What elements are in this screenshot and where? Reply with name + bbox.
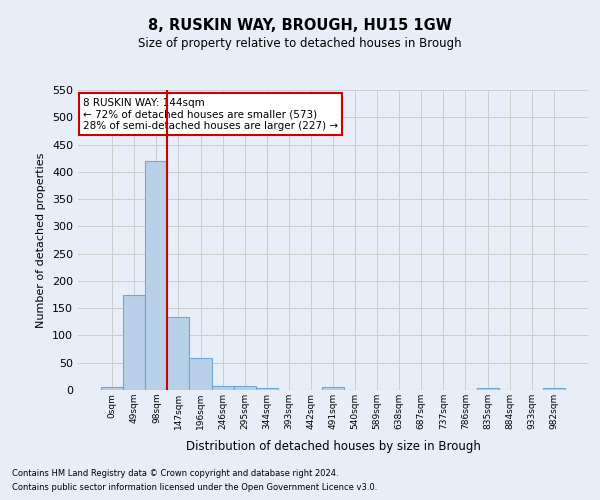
Text: Size of property relative to detached houses in Brough: Size of property relative to detached ho… <box>138 38 462 51</box>
Bar <box>543 388 565 390</box>
Bar <box>233 386 256 390</box>
Bar <box>476 388 499 390</box>
Bar <box>322 388 344 390</box>
Bar <box>123 294 145 390</box>
Text: Contains HM Land Registry data © Crown copyright and database right 2024.: Contains HM Land Registry data © Crown c… <box>12 468 338 477</box>
Bar <box>101 388 123 390</box>
Bar <box>212 386 233 390</box>
Bar <box>145 161 167 390</box>
Text: 8, RUSKIN WAY, BROUGH, HU15 1GW: 8, RUSKIN WAY, BROUGH, HU15 1GW <box>148 18 452 32</box>
Text: 8 RUSKIN WAY: 144sqm
← 72% of detached houses are smaller (573)
28% of semi-deta: 8 RUSKIN WAY: 144sqm ← 72% of detached h… <box>83 98 338 130</box>
Text: Contains public sector information licensed under the Open Government Licence v3: Contains public sector information licen… <box>12 484 377 492</box>
Bar <box>167 318 190 390</box>
Bar <box>190 358 212 390</box>
Y-axis label: Number of detached properties: Number of detached properties <box>37 152 46 328</box>
Bar <box>256 388 278 390</box>
X-axis label: Distribution of detached houses by size in Brough: Distribution of detached houses by size … <box>185 440 481 454</box>
